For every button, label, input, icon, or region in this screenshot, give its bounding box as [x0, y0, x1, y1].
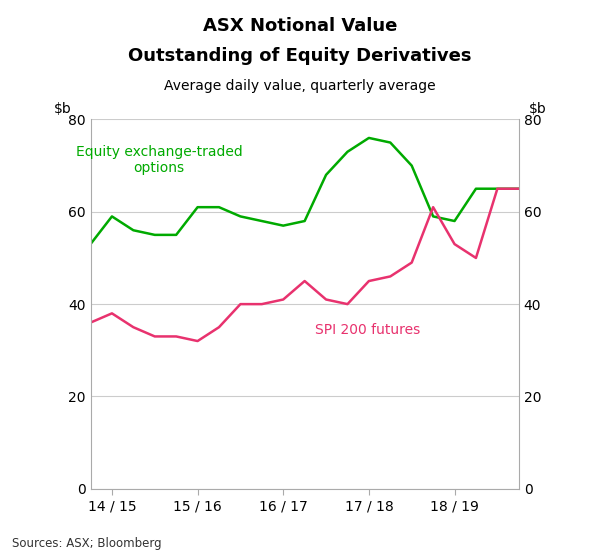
Text: Equity exchange-traded
options: Equity exchange-traded options	[76, 145, 242, 175]
Text: ASX Notional Value: ASX Notional Value	[203, 17, 397, 34]
Text: Outstanding of Equity Derivatives: Outstanding of Equity Derivatives	[128, 47, 472, 65]
Text: $b: $b	[54, 102, 72, 116]
Text: SPI 200 futures: SPI 200 futures	[316, 322, 421, 336]
Text: Sources: ASX; Bloomberg: Sources: ASX; Bloomberg	[12, 538, 161, 550]
Text: Average daily value, quarterly average: Average daily value, quarterly average	[164, 79, 436, 93]
Text: $b: $b	[529, 102, 547, 116]
